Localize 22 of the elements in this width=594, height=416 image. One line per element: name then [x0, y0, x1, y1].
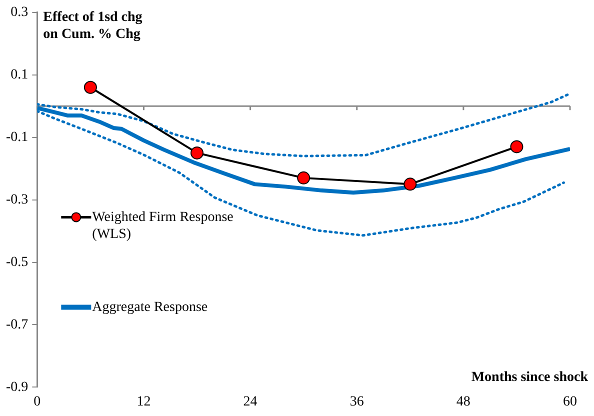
x-tick-label: 24 [243, 394, 258, 410]
x-tick-label: 48 [456, 394, 470, 410]
legend-label: Aggregate Response [92, 300, 208, 315]
point [404, 178, 417, 191]
point [190, 146, 204, 160]
point [510, 140, 524, 154]
point [297, 171, 310, 184]
x-axis-title: Months since shock [471, 370, 588, 385]
y-tick-label: -0.9 [6, 380, 28, 395]
x-tick-label: 36 [350, 394, 364, 410]
legend-label: Weighted Firm Response (WLS) [92, 210, 234, 242]
y-tick-label: -0.3 [6, 192, 28, 208]
y-tick-label: 0.3 [10, 5, 28, 20]
y-tick-label: -0.1 [6, 130, 28, 146]
x-tick-label: 12 [136, 394, 151, 410]
y-axis-title: Effect of 1sd chg on Cum. % Chg [43, 10, 142, 42]
x-tick-label: 60 [563, 394, 577, 410]
y-tick-label: 0.1 [10, 68, 28, 83]
y-tick-label: -0.5 [6, 254, 28, 270]
x-tick-label: 0 [34, 394, 41, 410]
y-tick-label: -0.7 [6, 317, 28, 332]
point [84, 80, 97, 94]
